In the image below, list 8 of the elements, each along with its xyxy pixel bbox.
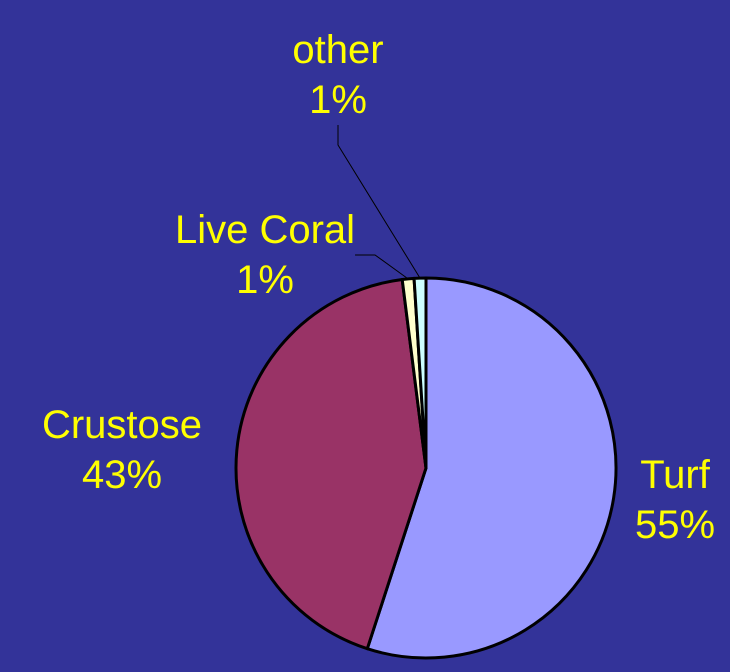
- slice-label: Turf: [640, 453, 711, 497]
- slice-label: Crustose: [42, 403, 202, 447]
- data-label: 43%: [82, 453, 162, 497]
- data-label: 1%: [309, 78, 367, 122]
- slice-label: Live Coral: [174, 208, 356, 252]
- data-label: 1%: [236, 258, 294, 302]
- data-label: 55%: [634, 503, 716, 547]
- slice-label: other: [292, 28, 384, 72]
